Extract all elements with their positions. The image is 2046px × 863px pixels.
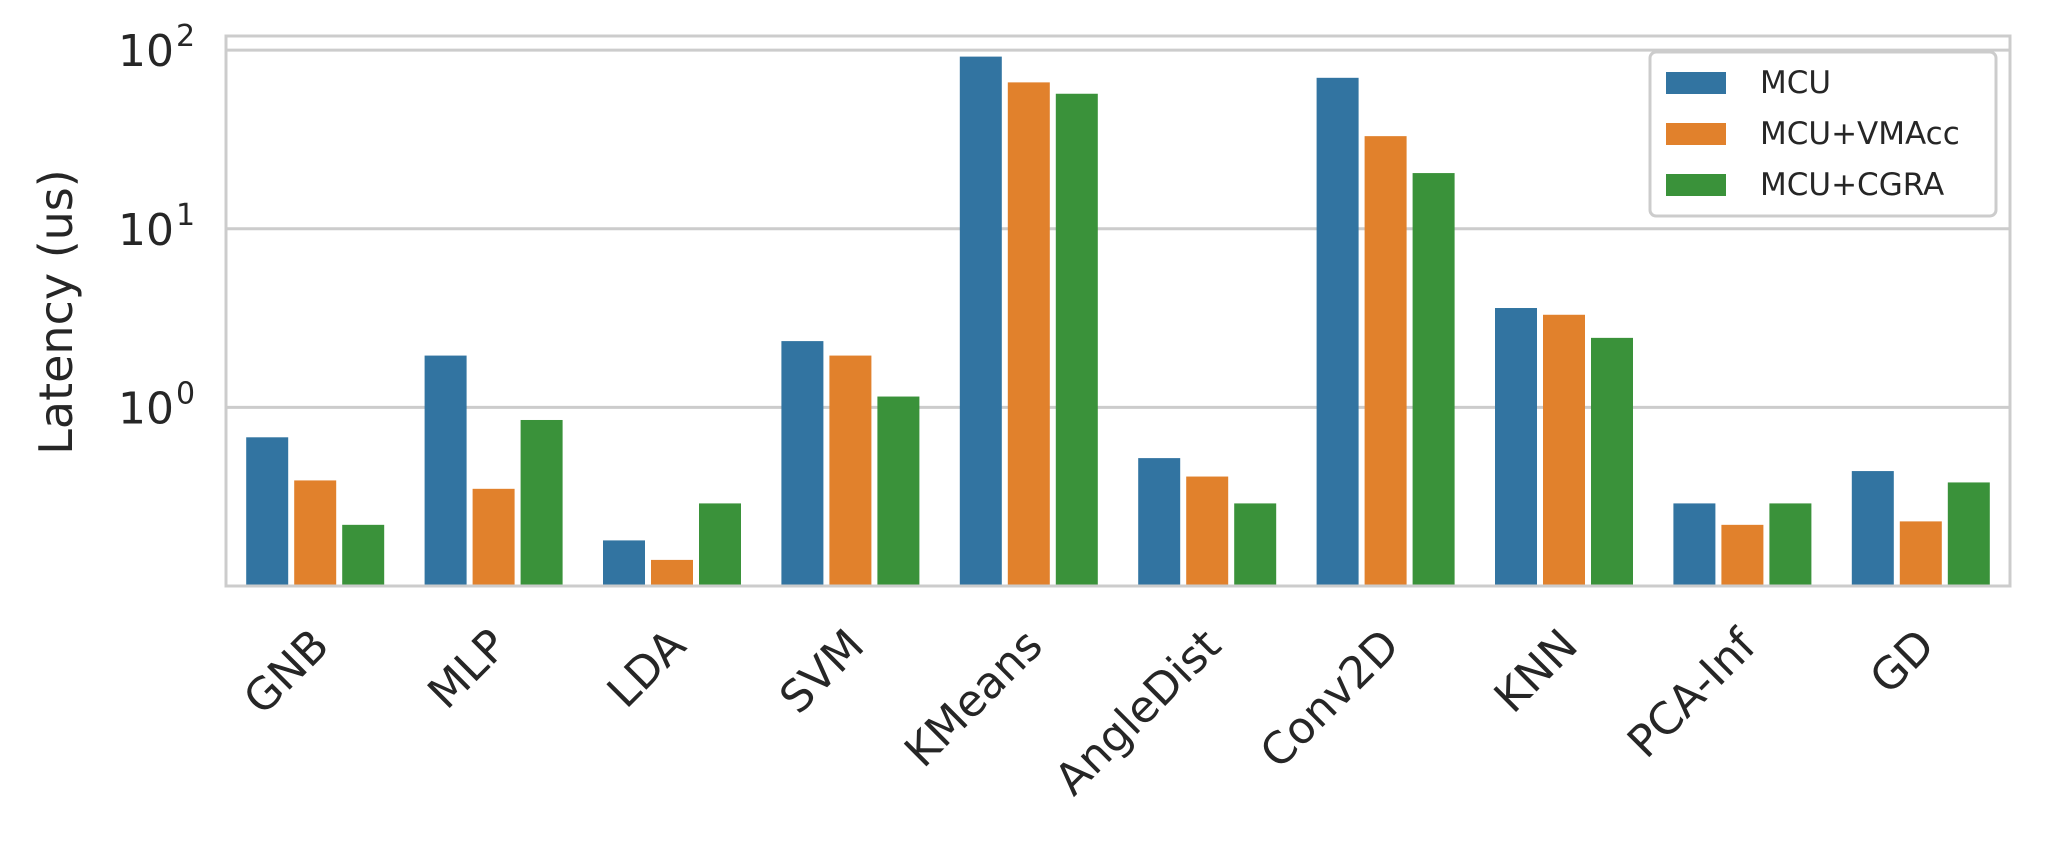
- legend-box: [1648, 50, 1998, 218]
- y-tick-exponent: 1: [176, 198, 195, 233]
- gridlines: [226, 48, 2010, 409]
- bar-LDA-MCU: [603, 540, 645, 586]
- legend-label-MCU+VMAcc: MCU+VMAcc: [1760, 116, 1960, 152]
- bar-KMeans-MCU+VMAcc: [1007, 82, 1050, 587]
- y-tick-label: 10: [118, 383, 174, 434]
- bar-SVM-MCU+VMAcc: [829, 355, 872, 586]
- plot-border: [224, 34, 2012, 588]
- bar-GNB-MCU: [246, 437, 289, 586]
- bar-KMeans-MCU: [959, 56, 1002, 586]
- legend-swatch-MCU: [1666, 72, 1726, 94]
- legend-swatch-MCU+CGRA: [1666, 174, 1726, 196]
- x-tick-label: AngleDist: [1045, 620, 1231, 806]
- x-tick-label: MLP: [418, 620, 517, 719]
- bar-KNN-MCU+VMAcc: [1543, 314, 1585, 586]
- bar-LDA-MCU+VMAcc: [651, 559, 693, 586]
- x-tick-label: SVM: [770, 620, 874, 724]
- bar-KMeans-MCU+CGRA: [1055, 93, 1098, 587]
- bar-PCA-Inf-MCU+CGRA: [1769, 503, 1812, 586]
- x-tick-label: KNN: [1485, 620, 1588, 723]
- bar-SVM-MCU: [781, 341, 824, 586]
- legend-label-MCU: MCU: [1760, 65, 1831, 101]
- legend-swatch-MCU+VMAcc: [1666, 123, 1726, 145]
- bar-Conv2D-MCU+VMAcc: [1364, 136, 1407, 586]
- bar-AngleDist-MCU: [1138, 458, 1181, 586]
- legend-label-MCU+CGRA: MCU+CGRA: [1760, 167, 1944, 203]
- x-tick-label: Conv2D: [1251, 620, 1410, 779]
- y-axis-label: Latency (us): [29, 169, 83, 454]
- bar-AngleDist-MCU+CGRA: [1234, 503, 1277, 586]
- x-tick-label: GNB: [234, 620, 339, 725]
- bar-MLP-MCU+CGRA: [520, 419, 563, 586]
- bar-MLP-MCU+VMAcc: [472, 488, 515, 586]
- plot-frame: [224, 34, 2012, 588]
- bar-PCA-Inf-MCU: [1673, 503, 1716, 586]
- bar-GNB-MCU+VMAcc: [294, 480, 337, 586]
- y-tick-exponent: 2: [176, 19, 195, 54]
- bar-PCA-Inf-MCU+VMAcc: [1721, 524, 1764, 586]
- bar-GD-MCU: [1851, 471, 1894, 586]
- bar-GNB-MCU+CGRA: [342, 524, 385, 586]
- y-tick-label: 10: [118, 26, 174, 77]
- x-tick-label: GD: [1860, 620, 1944, 704]
- bar-Conv2D-MCU: [1316, 77, 1359, 587]
- bars: [246, 56, 1990, 587]
- bar-MLP-MCU: [424, 355, 467, 586]
- x-tick-label: LDA: [598, 620, 696, 718]
- bar-GD-MCU+CGRA: [1947, 482, 1990, 586]
- bar-Conv2D-MCU+CGRA: [1412, 173, 1455, 587]
- x-tick-label: PCA-Inf: [1618, 619, 1767, 768]
- y-tick-label: 10: [118, 205, 174, 256]
- legend: MCU MCU+VMAcc MCU+CGRA: [1648, 50, 1998, 218]
- bar-SVM-MCU+CGRA: [877, 396, 920, 586]
- x-tick-label: KMeans: [895, 620, 1052, 777]
- bar-KNN-MCU: [1495, 308, 1537, 586]
- y-tick-exponent: 0: [176, 376, 195, 411]
- bar-LDA-MCU+CGRA: [699, 503, 741, 586]
- bar-AngleDist-MCU+VMAcc: [1186, 476, 1229, 586]
- bar-GD-MCU+VMAcc: [1899, 521, 1942, 586]
- bar-KNN-MCU+CGRA: [1591, 337, 1633, 586]
